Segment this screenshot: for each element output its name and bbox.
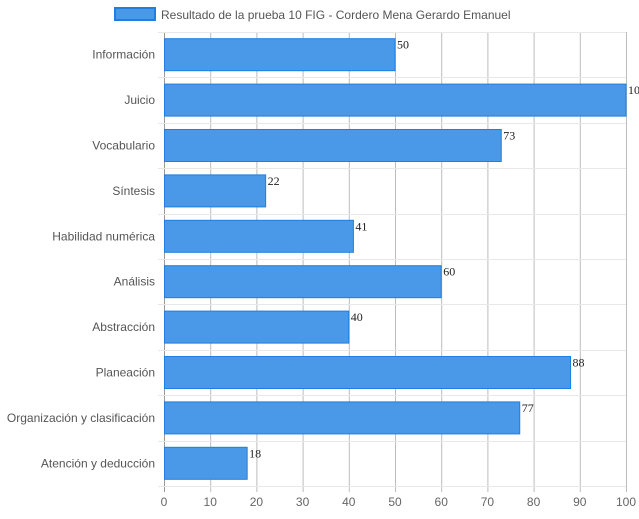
- data-label: 88: [573, 356, 585, 370]
- x-tick-label: 90: [573, 495, 587, 509]
- bar[interactable]: [165, 84, 627, 116]
- legend-label[interactable]: Resultado de la prueba 10 FIG - Cordero …: [161, 8, 511, 22]
- x-tick-label: 40: [342, 495, 356, 509]
- y-tick-label: Habilidad numérica: [52, 229, 155, 243]
- x-tick-label: 30: [296, 495, 310, 509]
- bar[interactable]: [165, 39, 396, 71]
- x-tick-label: 100: [616, 495, 636, 509]
- bars: 50 100 73 22 41 60 40 88 77 18: [165, 38, 639, 480]
- x-tick-label: 50: [388, 495, 402, 509]
- data-label: 40: [351, 310, 363, 324]
- y-tick-label: Juicio: [124, 93, 155, 107]
- bar[interactable]: [165, 402, 520, 434]
- data-label: 60: [443, 265, 455, 279]
- x-tick-label: 70: [481, 495, 495, 509]
- data-label: 50: [397, 38, 409, 52]
- y-tick-label: Abstracción: [92, 320, 155, 334]
- legend-swatch[interactable]: [115, 8, 155, 20]
- bar[interactable]: [165, 266, 442, 298]
- bar[interactable]: [165, 130, 502, 162]
- y-tick-label: Planeación: [96, 366, 155, 380]
- bar[interactable]: [165, 357, 571, 389]
- data-label: 73: [503, 129, 515, 143]
- bar[interactable]: [165, 220, 354, 252]
- data-label: 22: [268, 174, 280, 188]
- x-tick-label: 10: [204, 495, 218, 509]
- y-tick-label: Atención y deducción: [41, 456, 155, 470]
- y-tick-label: Organización y clasificación: [7, 411, 155, 425]
- y-tick-label: Información: [92, 48, 155, 62]
- y-tick-label: Vocabulario: [92, 139, 155, 153]
- bar[interactable]: [165, 311, 349, 343]
- data-label: 77: [522, 401, 534, 415]
- data-label: 41: [355, 219, 367, 233]
- y-tick-label: Análisis: [114, 275, 155, 289]
- data-label: 100: [628, 83, 639, 97]
- y-tick-label: Síntesis: [112, 184, 155, 198]
- x-tick-label: 80: [527, 495, 541, 509]
- bar[interactable]: [165, 447, 248, 479]
- data-label: 18: [249, 446, 261, 460]
- x-tick-label: 20: [250, 495, 264, 509]
- bar[interactable]: [165, 175, 266, 207]
- x-tick-label: 60: [435, 495, 449, 509]
- legend[interactable]: Resultado de la prueba 10 FIG - Cordero …: [115, 8, 511, 22]
- x-tick-label: 0: [161, 495, 168, 509]
